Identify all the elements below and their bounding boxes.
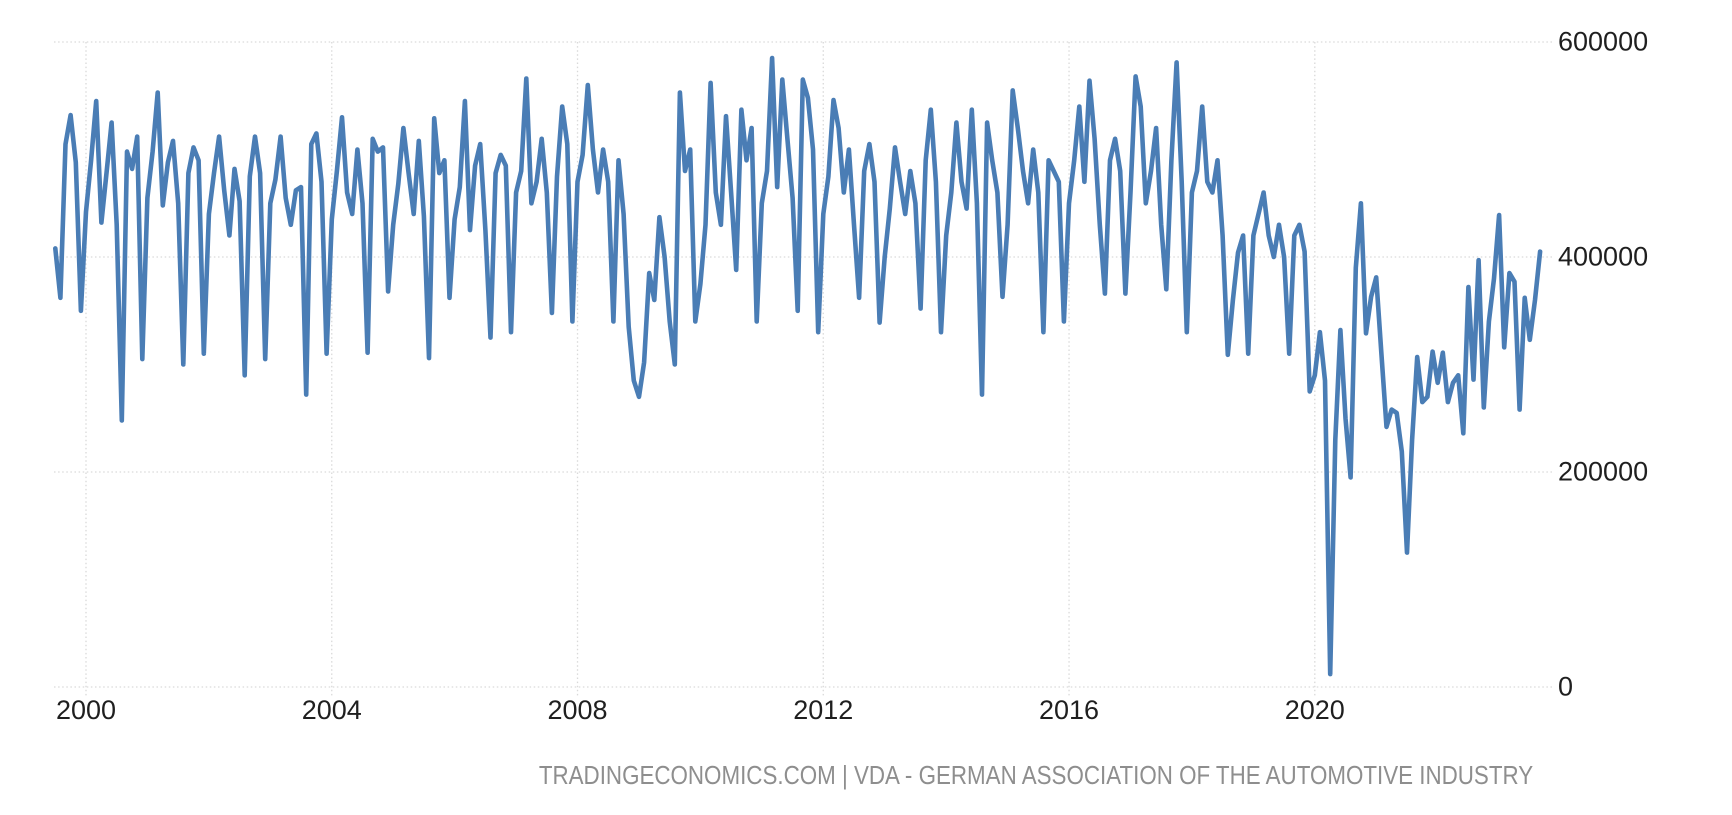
- chart-attribution: TRADINGECONOMICS.COM | VDA - GERMAN ASSO…: [538, 760, 1534, 790]
- y-axis-tick-label: 600000: [1558, 26, 1649, 57]
- y-axis-tick-label: 200000: [1558, 456, 1649, 487]
- x-axis-tick-label: 2016: [1038, 695, 1100, 725]
- x-axis-tick-label: 2012: [793, 695, 854, 725]
- x-axis-tick-label: 2020: [1284, 695, 1345, 725]
- x-axis-tick-label: 2008: [547, 695, 608, 725]
- y-axis-tick-label: 400000: [1558, 241, 1649, 272]
- series-line-car-production[interactable]: [53, 55, 1543, 677]
- x-axis-tick-label: 2000: [55, 695, 117, 725]
- x-axis-tick-label: 2004: [301, 695, 362, 725]
- y-axis-tick-label: 0: [1558, 671, 1574, 702]
